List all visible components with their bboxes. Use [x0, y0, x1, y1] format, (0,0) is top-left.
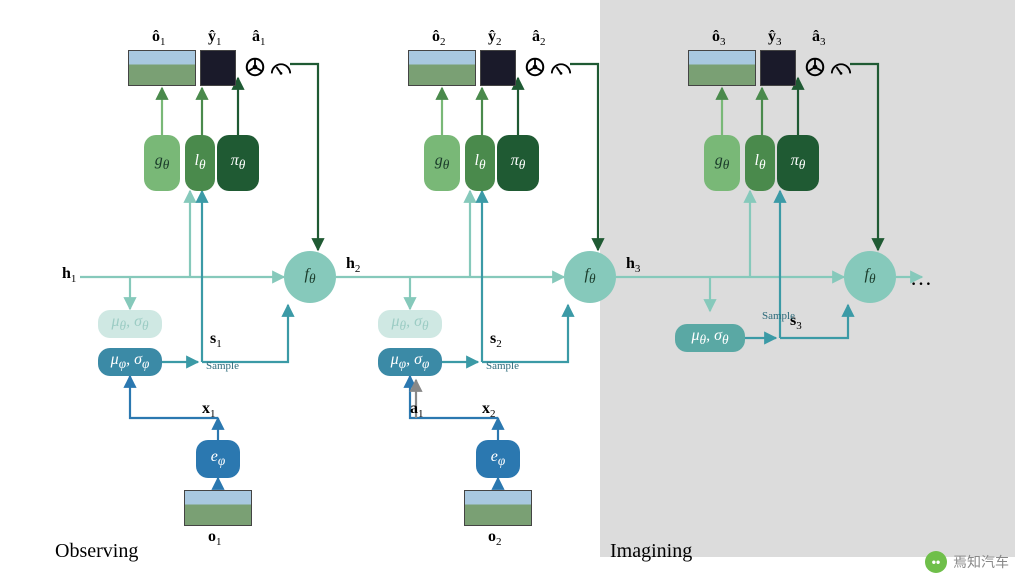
gauge-icon-2: [550, 58, 572, 82]
obs-thumb-1: [184, 490, 252, 526]
l-theta-1: lθ: [185, 135, 215, 191]
watermark-text: 焉知汽车: [953, 552, 1009, 572]
yhat-label-1: ŷ1: [208, 28, 222, 48]
posterior-phi-2: μφ, σφ: [378, 348, 442, 376]
pi-theta-1: πθ: [217, 135, 259, 191]
prior-theta-2: μθ, σθ: [378, 310, 442, 338]
f-theta-2: fθ: [564, 251, 616, 303]
yhat-label-3: ŷ3: [768, 28, 782, 48]
sample-label-1: Sample: [206, 360, 239, 372]
ohat-thumb-3: [688, 50, 756, 86]
ohat-label-2: ô2: [432, 28, 446, 48]
wechat-icon: ••: [925, 551, 947, 573]
ahat-label-3: â3: [812, 28, 826, 48]
g-theta-3: gθ: [704, 135, 740, 191]
yhat-thumb-2: [480, 50, 516, 86]
x-label-2: x2: [482, 400, 496, 420]
ohat-label-3: ô3: [712, 28, 726, 48]
h2-label: h2: [346, 255, 360, 275]
wheel-icon-1: [244, 56, 266, 84]
ellipsis: …: [910, 265, 932, 291]
pi-theta-2: πθ: [497, 135, 539, 191]
yhat-thumb-3: [760, 50, 796, 86]
g-theta-2: gθ: [424, 135, 460, 191]
prior-theta-3: μθ, σθ: [675, 324, 745, 352]
f-theta-3: fθ: [844, 251, 896, 303]
obs-thumb-2: [464, 490, 532, 526]
yhat-label-2: ŷ2: [488, 28, 502, 48]
ohat-label-1: ô1: [152, 28, 166, 48]
pi-theta-3: πθ: [777, 135, 819, 191]
gauge-icon-1: [270, 58, 292, 82]
e-phi-2: eφ: [476, 440, 520, 478]
diagram-canvas: ô1ŷ1â1ô2ŷ2â2ô3ŷ3â3gθlθπθgθlθπθgθlθπθfθfθ…: [0, 0, 1027, 587]
o-label-1: o1: [208, 528, 222, 548]
x-label-1: x1: [202, 400, 216, 420]
e-phi-1: eφ: [196, 440, 240, 478]
gauge-icon-3: [830, 58, 852, 82]
s-label-2: s2: [490, 330, 502, 350]
ohat-thumb-2: [408, 50, 476, 86]
ahat-label-2: â2: [532, 28, 546, 48]
l-theta-3: lθ: [745, 135, 775, 191]
a1-label: a1: [410, 400, 424, 420]
yhat-thumb-1: [200, 50, 236, 86]
watermark: •• 焉知汽车: [925, 551, 1009, 573]
observing-label: Observing: [55, 540, 138, 563]
f-theta-1: fθ: [284, 251, 336, 303]
ohat-thumb-1: [128, 50, 196, 86]
prior-theta-1: μθ, σθ: [98, 310, 162, 338]
h3-label: h3: [626, 255, 640, 275]
imagining-label: Imagining: [610, 540, 692, 563]
h1-label: h1: [62, 265, 76, 285]
sample-label-3: Sample: [762, 310, 795, 322]
s-label-1: s1: [210, 330, 222, 350]
wheel-icon-3: [804, 56, 826, 84]
o-label-2: o2: [488, 528, 502, 548]
posterior-phi-1: μφ, σφ: [98, 348, 162, 376]
g-theta-1: gθ: [144, 135, 180, 191]
ahat-label-1: â1: [252, 28, 266, 48]
sample-label-2: Sample: [486, 360, 519, 372]
wheel-icon-2: [524, 56, 546, 84]
l-theta-2: lθ: [465, 135, 495, 191]
